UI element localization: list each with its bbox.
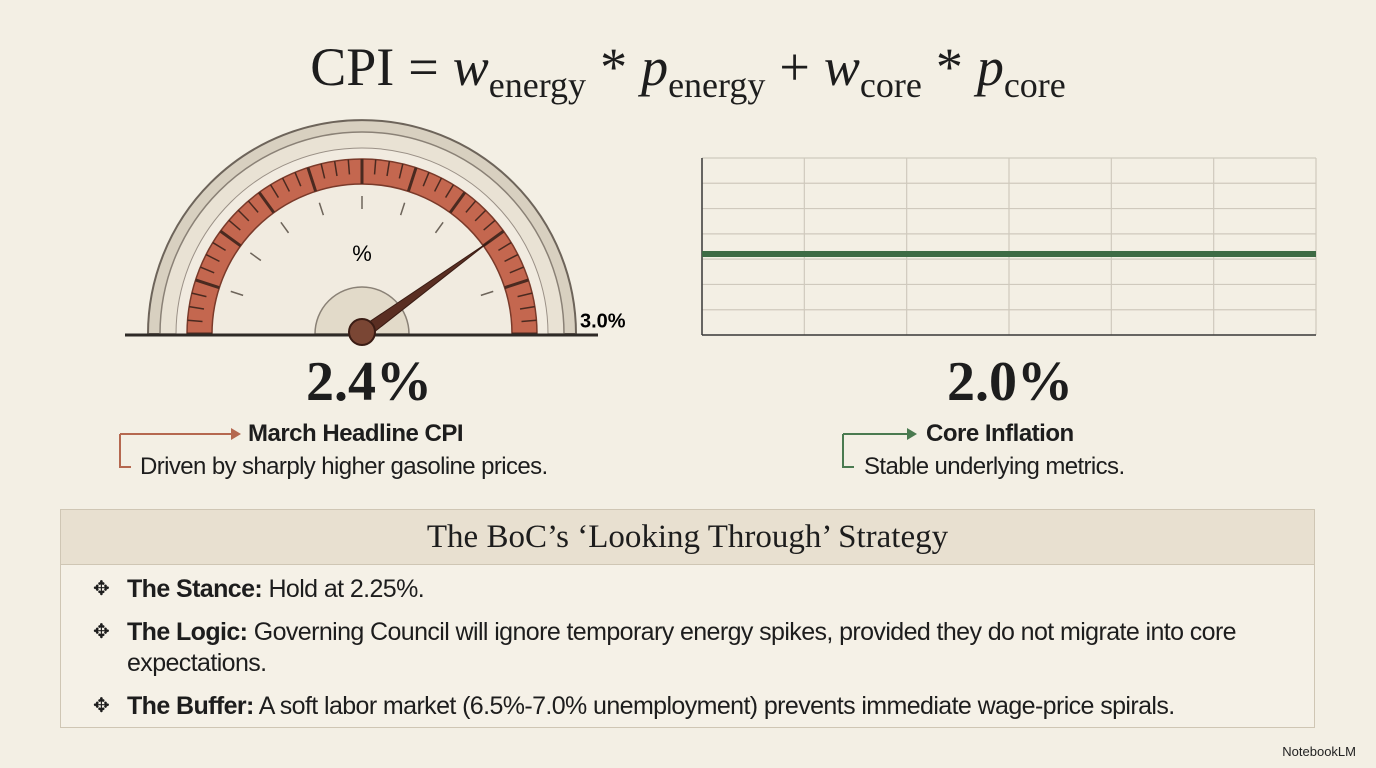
gauge-tick	[306, 167, 318, 192]
bullet: ✥ The Buffer: A soft labor market (6.5%-7…	[93, 691, 1273, 722]
gauge-tick	[474, 209, 487, 222]
bullet: ✥ The Logic: Governing Council will ignor…	[93, 617, 1273, 679]
bullet-text: A soft labor market (6.5%-7.0% unemploym…	[258, 692, 1175, 720]
gauge-tick	[422, 172, 430, 187]
gauge-tick	[187, 319, 203, 323]
gauge-tick	[212, 241, 226, 252]
gauge-pivot	[348, 318, 376, 346]
gauge-tick	[504, 253, 519, 263]
bullet-text: Hold at 2.25%.	[268, 575, 425, 603]
gauge-tick	[406, 167, 418, 192]
gauge-tick	[189, 305, 205, 310]
gauge-tick	[444, 184, 455, 198]
formula-subscript: energy	[668, 65, 766, 105]
gauge-tick	[205, 253, 220, 263]
bullet-label: The Buffer:	[127, 692, 254, 720]
core-value: 2.0%	[947, 351, 1073, 413]
bullet-text: Governing Council will ignore temporary …	[127, 618, 1237, 677]
gauge-tick	[347, 159, 351, 175]
footer: NotebookLM	[1282, 744, 1356, 759]
gauge-tick	[191, 292, 207, 298]
gauge-tick	[269, 184, 280, 198]
gauge-tick	[448, 191, 467, 214]
gauge-tick	[281, 177, 291, 192]
gauge-tick	[498, 241, 512, 252]
arrowhead	[907, 428, 917, 440]
gauge-unit: %	[352, 241, 372, 266]
gauge-tick	[200, 266, 215, 274]
gauge-tick	[519, 305, 535, 310]
core-description: Stable underlying metrics.	[864, 453, 1125, 480]
gauge-inner-tick	[480, 290, 494, 297]
formula-operator: *	[600, 37, 628, 97]
connector	[842, 433, 914, 468]
bullet-icon: ✥	[93, 695, 110, 717]
formula-operator: =	[408, 37, 439, 97]
core-grid	[701, 157, 1317, 336]
gauge-tick	[195, 278, 220, 290]
strategy-title: The BoC’s ‘Looking Through’ Strategy	[61, 510, 1314, 565]
gauge-inner-tick	[318, 202, 325, 216]
bullet-list: ✥ The Stance: Hold at 2.25%. ✥ The Logic: …	[93, 574, 1273, 734]
gauge-tick	[373, 159, 377, 175]
arrowhead	[231, 428, 241, 440]
formula-operator: +	[779, 37, 810, 97]
gauge-inner-tick	[230, 290, 244, 297]
gauge-tick	[294, 172, 302, 187]
headline-description: Driven by sharply higher gasoline prices…	[140, 453, 548, 480]
formula-term: w	[823, 37, 860, 97]
gauge-inner-tick	[399, 202, 406, 216]
gauge-tick	[219, 229, 242, 248]
gauge-inner-tick	[434, 221, 444, 234]
formula-term: CPI	[310, 37, 395, 97]
bullet-icon: ✥	[93, 621, 110, 643]
gauge-tick	[517, 292, 533, 298]
connector	[119, 433, 238, 468]
strategy-box: The BoC’s ‘Looking Through’ Strategy ✥ Th…	[60, 509, 1315, 728]
formula-term: p	[976, 37, 1004, 97]
gauge-tick	[398, 163, 404, 179]
formula-subscript: energy	[488, 65, 587, 105]
gauge-tick	[333, 161, 338, 177]
formula: CPI = wenergy * penergy + wcore * pcore	[0, 36, 1376, 106]
formula-subscript: core	[859, 65, 922, 105]
bullet: ✥ The Stance: Hold at 2.25%.	[93, 574, 1273, 605]
gauge-tick	[433, 177, 443, 192]
gauge-tick	[483, 219, 496, 231]
gauge-max-label: 3.0%	[580, 310, 626, 332]
gauge-tick	[386, 161, 391, 177]
headline-title: March Headline CPI	[248, 420, 464, 447]
gauge-tick	[247, 200, 259, 213]
gauge-tick	[521, 319, 537, 323]
formula-operator: *	[935, 37, 963, 97]
core-title: Core Inflation	[926, 420, 1074, 447]
gauge-inner-tick	[280, 221, 290, 234]
formula-subscript: core	[1003, 65, 1066, 105]
gauge-tick	[504, 278, 529, 290]
gauge-tick	[320, 163, 326, 179]
bullet-label: The Logic:	[127, 618, 248, 646]
gauge-tick	[465, 200, 477, 213]
gauge-tick	[228, 219, 241, 231]
gauge-ticks	[187, 159, 537, 336]
bullet-label: The Stance:	[127, 575, 263, 603]
gauge-tick	[257, 191, 276, 214]
headline-value: 2.4%	[306, 351, 432, 413]
gauge-inner-tick	[249, 252, 262, 262]
formula-term: w	[452, 37, 489, 97]
formula-term: p	[641, 37, 669, 97]
gauge-tick	[237, 209, 250, 222]
gauge-tick	[509, 266, 524, 274]
bullet-icon: ✥	[93, 578, 110, 600]
